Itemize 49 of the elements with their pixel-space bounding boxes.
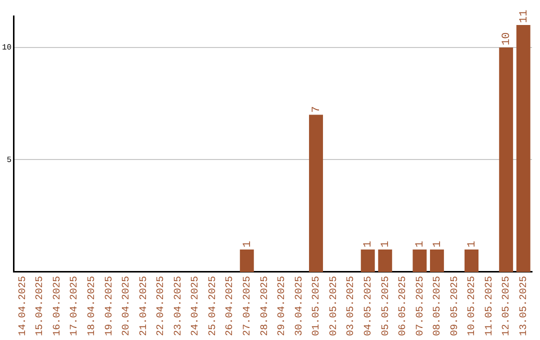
bar (240, 250, 254, 272)
x-tick-label: 07.05.2025 (415, 276, 426, 336)
bar (464, 250, 478, 272)
bar (378, 250, 392, 272)
x-tick-label: 08.05.2025 (432, 276, 444, 336)
x-tick-label: 14.04.2025 (18, 276, 29, 336)
x-tick-label: 13.05.2025 (519, 276, 530, 336)
x-tick-label: 09.05.2025 (450, 276, 461, 336)
data-label: 7 (310, 106, 323, 113)
x-tick-label: 26.04.2025 (225, 276, 236, 336)
x-tick-label: 01.05.2025 (312, 276, 323, 336)
data-label: 1 (432, 240, 444, 248)
x-tick-label: 22.04.2025 (156, 276, 168, 336)
x-tick-label: 17.04.2025 (70, 276, 81, 336)
x-tick-label: 16.04.2025 (52, 276, 64, 336)
bar (412, 250, 427, 272)
x-tick-label: 23.04.2025 (173, 276, 184, 336)
x-tick-label: 04.05.2025 (363, 276, 374, 336)
bar (516, 24, 530, 272)
x-tick-label: 10.05.2025 (467, 276, 478, 336)
x-tick-label: 18.04.2025 (87, 276, 98, 336)
x-tick-label: 24.04.2025 (190, 276, 202, 336)
x-tick-label: 15.04.2025 (35, 276, 46, 336)
data-label: 1 (380, 240, 392, 248)
bar (430, 250, 444, 272)
x-tick-label: 28.04.2025 (260, 276, 271, 336)
x-tick-label: 27.04.2025 (242, 276, 254, 336)
data-label: 11 (518, 9, 530, 23)
x-tick-label: 12.05.2025 (502, 276, 513, 336)
bar (309, 114, 323, 272)
x-tick-label: 25.04.2025 (208, 276, 219, 336)
data-label: 1 (362, 240, 375, 248)
x-tick-label: 20.04.2025 (122, 276, 133, 336)
x-tick-label: 19.04.2025 (104, 276, 116, 336)
data-label: 1 (466, 240, 478, 248)
x-tick-label: 05.05.2025 (380, 276, 392, 336)
x-tick-label: 02.05.2025 (328, 276, 340, 336)
data-label: 1 (242, 240, 254, 248)
x-tick-label: 30.04.2025 (294, 276, 306, 336)
y-tick-label: 5 (6, 156, 12, 165)
x-tick-label: 29.04.2025 (277, 276, 288, 336)
x-tick-label: 11.05.2025 (484, 276, 496, 336)
data-label: 10 (500, 32, 513, 46)
x-tick-label: 21.04.2025 (138, 276, 150, 336)
data-label: 1 (414, 240, 427, 248)
x-tick-label: 06.05.2025 (398, 276, 410, 336)
bar (360, 250, 375, 272)
bar (499, 47, 514, 272)
x-tick-label: 03.05.2025 (346, 276, 358, 336)
